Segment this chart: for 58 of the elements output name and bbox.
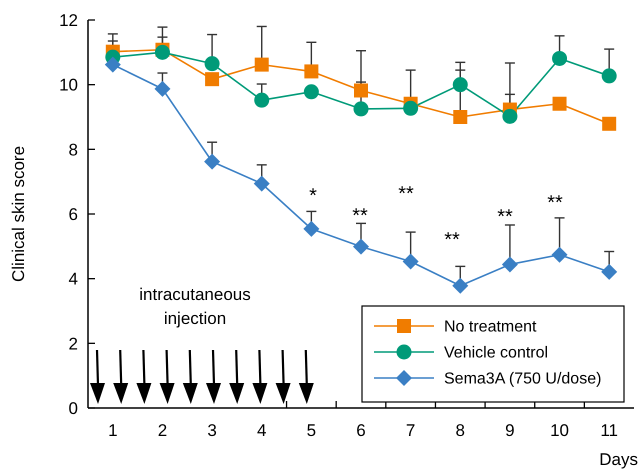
x-axis-title: Days bbox=[599, 450, 638, 469]
x-tick-label: 3 bbox=[207, 421, 217, 440]
x-tick-label: 1 bbox=[108, 421, 118, 440]
legend-label: No treatment bbox=[444, 318, 538, 336]
y-tick-label: 4 bbox=[68, 270, 78, 289]
point bbox=[304, 84, 319, 100]
point bbox=[204, 154, 220, 170]
x-tick-label: 2 bbox=[158, 421, 168, 440]
annotation: ** bbox=[444, 229, 460, 251]
y-tick-label: 12 bbox=[59, 10, 78, 30]
annotation: * bbox=[309, 185, 318, 207]
y-axis-title: Clinical skin score bbox=[9, 146, 28, 282]
annotation: ** bbox=[547, 192, 563, 214]
x-tick-label: 4 bbox=[256, 421, 266, 440]
point bbox=[453, 110, 468, 124]
annotation: ** bbox=[352, 205, 368, 227]
point bbox=[254, 176, 270, 192]
point bbox=[452, 278, 468, 294]
point bbox=[502, 108, 518, 124]
point bbox=[204, 56, 220, 72]
legend-label: Sema3A (750 U/dose) bbox=[444, 370, 602, 388]
x-tick-label: 8 bbox=[456, 421, 466, 440]
point bbox=[552, 246, 568, 263]
y-tick-label: 2 bbox=[68, 334, 78, 354]
point bbox=[303, 220, 320, 237]
point bbox=[602, 68, 617, 84]
x-tick-label: 7 bbox=[406, 421, 416, 440]
point bbox=[552, 50, 568, 66]
y-tick-label: 6 bbox=[68, 204, 78, 224]
y-tick-label: 0 bbox=[68, 398, 78, 418]
point bbox=[154, 80, 170, 97]
annotation: ** bbox=[497, 206, 513, 228]
x-tick-label: 10 bbox=[550, 421, 570, 440]
point bbox=[402, 254, 419, 270]
point bbox=[354, 101, 368, 116]
point bbox=[602, 116, 616, 131]
annotation: intracutaneous injection bbox=[139, 285, 251, 328]
annotation: ** bbox=[398, 183, 414, 205]
point bbox=[601, 264, 618, 280]
point bbox=[552, 96, 567, 111]
point bbox=[205, 72, 220, 86]
point bbox=[452, 77, 468, 92]
point bbox=[254, 58, 269, 72]
x-tick-label: 9 bbox=[505, 421, 515, 440]
point bbox=[104, 56, 121, 73]
y-tick-label: 10 bbox=[59, 76, 78, 95]
x-tick-label: 6 bbox=[356, 421, 366, 440]
legend-label: Vehicle control bbox=[444, 344, 548, 362]
point bbox=[154, 44, 170, 60]
point bbox=[254, 92, 270, 108]
point bbox=[502, 256, 518, 272]
point bbox=[403, 100, 418, 116]
point bbox=[354, 83, 368, 98]
x-tick-label: 11 bbox=[600, 421, 618, 440]
x-tick-label: 5 bbox=[306, 421, 316, 440]
point bbox=[304, 64, 318, 78]
point bbox=[353, 238, 369, 255]
y-tick-label: 8 bbox=[68, 140, 78, 160]
